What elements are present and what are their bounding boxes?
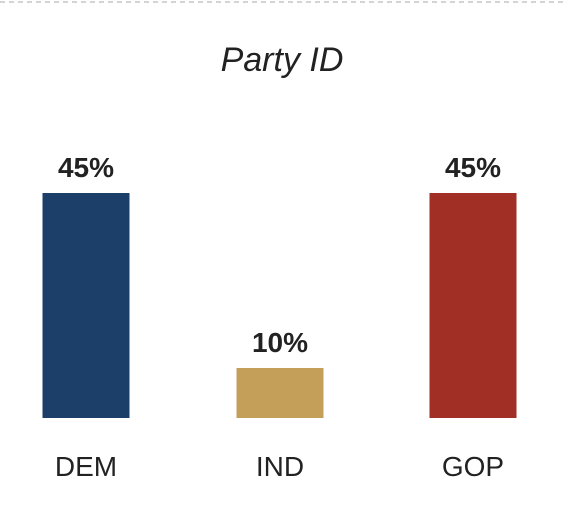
bar-ind <box>236 368 324 418</box>
chart-title: Party ID <box>221 41 344 79</box>
category-label-dem: DEM <box>55 451 117 482</box>
value-label-dem: 45% <box>58 152 114 183</box>
bar-gop <box>429 193 517 418</box>
category-label-ind: IND <box>256 451 304 482</box>
bars-group: 45% DEM 10% IND 45% GOP <box>42 152 517 482</box>
value-label-ind: 10% <box>252 327 308 358</box>
category-label-gop: GOP <box>442 451 504 482</box>
value-label-gop: 45% <box>445 152 501 183</box>
bar-dem <box>42 193 130 418</box>
